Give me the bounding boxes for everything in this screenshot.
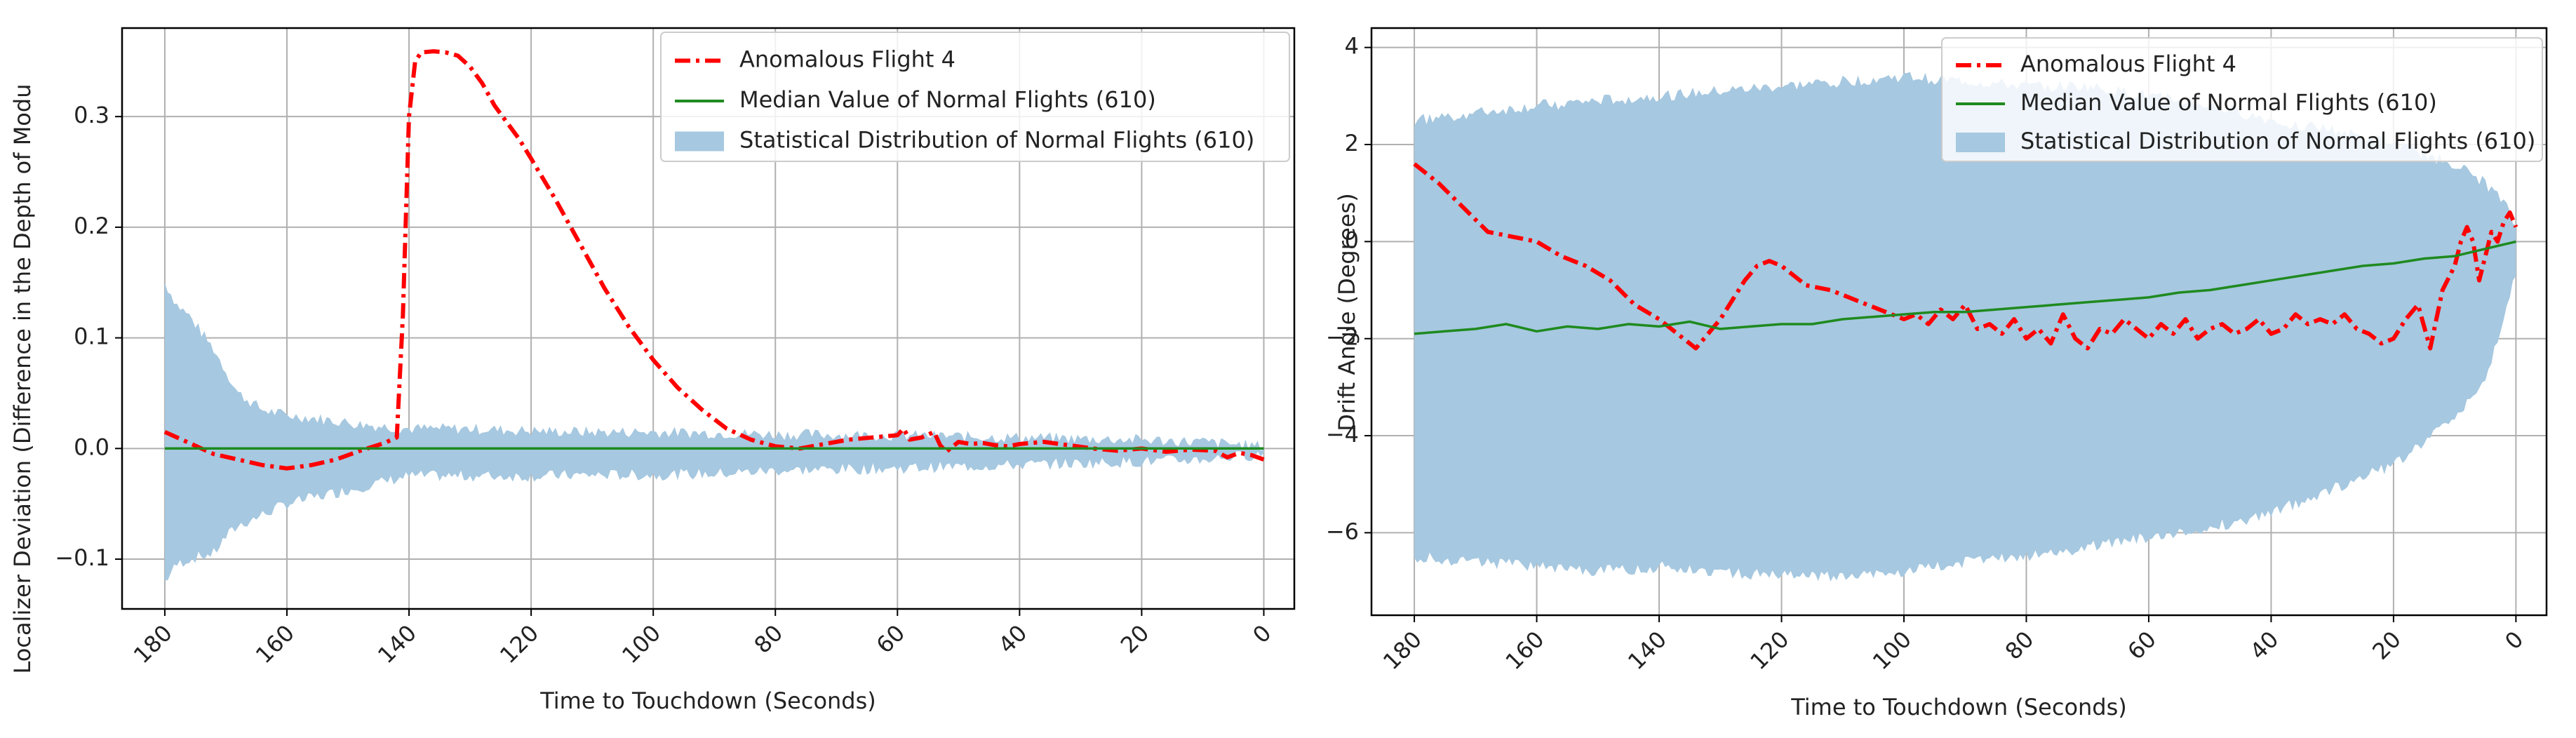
distribution-band bbox=[164, 282, 1264, 581]
x-tick-label: 60 bbox=[2122, 626, 2161, 665]
y-tick-label: −2 bbox=[1326, 324, 1359, 351]
x-tick-label: 20 bbox=[1115, 619, 1155, 659]
distribution-band bbox=[1414, 72, 2516, 582]
y-tick-label: 0.1 bbox=[74, 323, 109, 350]
x-tick-label: 180 bbox=[1378, 626, 1427, 675]
anomalous-flight-line bbox=[1413, 162, 2518, 351]
x-axis-label: Time to Touchdown (Seconds) bbox=[1790, 694, 2127, 720]
x-tick-label: 120 bbox=[1745, 626, 1794, 675]
plot-area bbox=[1413, 72, 2518, 582]
x-tick-label: 60 bbox=[871, 619, 911, 659]
x-tick-label: 40 bbox=[993, 619, 1033, 659]
legend: Anomalous Flight 4 Median Value of Normal… bbox=[660, 32, 1290, 162]
x-tick-label: 160 bbox=[250, 619, 300, 669]
x-axis-label: Time to Touchdown (Seconds) bbox=[539, 687, 876, 714]
median-line bbox=[1414, 240, 2516, 335]
x-tick-label: 80 bbox=[2000, 626, 2039, 665]
chart-1: 180 160 140 120 100 80 60 40 20 0 −0.1 0.0 0.1 0.2 0.3… bbox=[9, 27, 1296, 714]
y-tick-label: 0.0 bbox=[74, 434, 109, 460]
x-tick-label: 180 bbox=[128, 619, 177, 669]
anomalous-flight-line bbox=[163, 49, 1265, 471]
legend-label: Median Value of Normal Flights (610) bbox=[2020, 89, 2437, 116]
x-tick-label: 0 bbox=[1247, 619, 1276, 648]
legend-label: Statistical Distribution of Normal Fligh… bbox=[739, 127, 1254, 154]
y-tick-label: 0.3 bbox=[74, 102, 109, 128]
legend-label: Anomalous Flight 4 bbox=[739, 46, 955, 73]
legend-label: Statistical Distribution of Normal Fligh… bbox=[2020, 128, 2535, 154]
x-tick-label: 140 bbox=[1623, 626, 1672, 675]
x-tick-label: 160 bbox=[1501, 626, 1550, 675]
y-axis-label: Drift Angle (Degrees) bbox=[1334, 193, 1360, 431]
legend-label: Anomalous Flight 4 bbox=[2020, 51, 2236, 77]
y-tick-label: 2 bbox=[1345, 130, 1359, 156]
x-tick-label: 100 bbox=[617, 619, 666, 669]
y-axis-label: Localizer Deviation (Difference in the D… bbox=[9, 84, 36, 674]
legend-label: Median Value of Normal Flights (610) bbox=[739, 86, 1156, 113]
x-tick-label: 120 bbox=[495, 619, 544, 669]
axes-frame bbox=[1370, 27, 2548, 617]
y-tick-label: −0.1 bbox=[55, 544, 109, 571]
y-tick-label: −6 bbox=[1326, 518, 1359, 544]
x-tick-label: 0 bbox=[2500, 626, 2528, 655]
x-tick-label: 20 bbox=[2367, 626, 2406, 665]
plot-area bbox=[163, 49, 1265, 581]
chart-2: 180 160 140 120 100 80 60 40 20 0 −6 −4 −2 0 2 4 Time to… bbox=[1326, 27, 2548, 720]
x-tick-label: 40 bbox=[2245, 626, 2284, 665]
legend-box bbox=[1941, 37, 2543, 162]
x-tick-label: 100 bbox=[1867, 626, 1917, 675]
y-tick-label: 0.2 bbox=[74, 213, 109, 239]
legend: Anomalous Flight 4 Median Value of Normal… bbox=[1941, 37, 2543, 162]
x-tick-label: 140 bbox=[373, 619, 422, 669]
y-tick-label: −4 bbox=[1326, 421, 1359, 448]
legend-box bbox=[660, 32, 1290, 162]
y-tick-label: 4 bbox=[1345, 33, 1359, 60]
x-tick-label: 80 bbox=[749, 619, 789, 659]
axes-frame bbox=[121, 27, 1296, 610]
legend-swatch-band bbox=[1956, 133, 2005, 152]
legend-swatch-band bbox=[675, 131, 724, 152]
y-tick-label: 0 bbox=[1345, 227, 1359, 253]
